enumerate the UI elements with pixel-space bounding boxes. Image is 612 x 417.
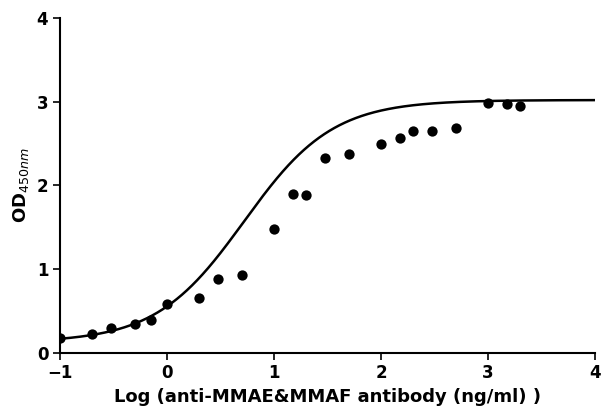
Point bbox=[376, 140, 386, 147]
Point bbox=[483, 100, 493, 107]
X-axis label: Log (anti-MMAE&MMAF antibody (ng/ml) ): Log (anti-MMAE&MMAF antibody (ng/ml) ) bbox=[114, 388, 541, 406]
Point bbox=[106, 325, 116, 332]
Point bbox=[55, 334, 65, 341]
Point bbox=[130, 320, 140, 327]
Point bbox=[502, 101, 512, 108]
Point bbox=[451, 125, 461, 132]
Point bbox=[237, 271, 247, 278]
Point bbox=[515, 103, 525, 109]
Point bbox=[395, 134, 405, 141]
Point bbox=[88, 331, 97, 337]
Point bbox=[320, 154, 330, 161]
Point bbox=[301, 192, 311, 198]
Point bbox=[408, 128, 418, 134]
Point bbox=[427, 128, 437, 134]
Point bbox=[146, 317, 155, 324]
Point bbox=[344, 150, 354, 157]
Point bbox=[213, 276, 223, 282]
Point bbox=[269, 226, 279, 232]
Point bbox=[288, 190, 298, 197]
Point bbox=[162, 301, 172, 308]
Point bbox=[195, 295, 204, 301]
Y-axis label: OD$_{450nm}$: OD$_{450nm}$ bbox=[11, 147, 31, 223]
